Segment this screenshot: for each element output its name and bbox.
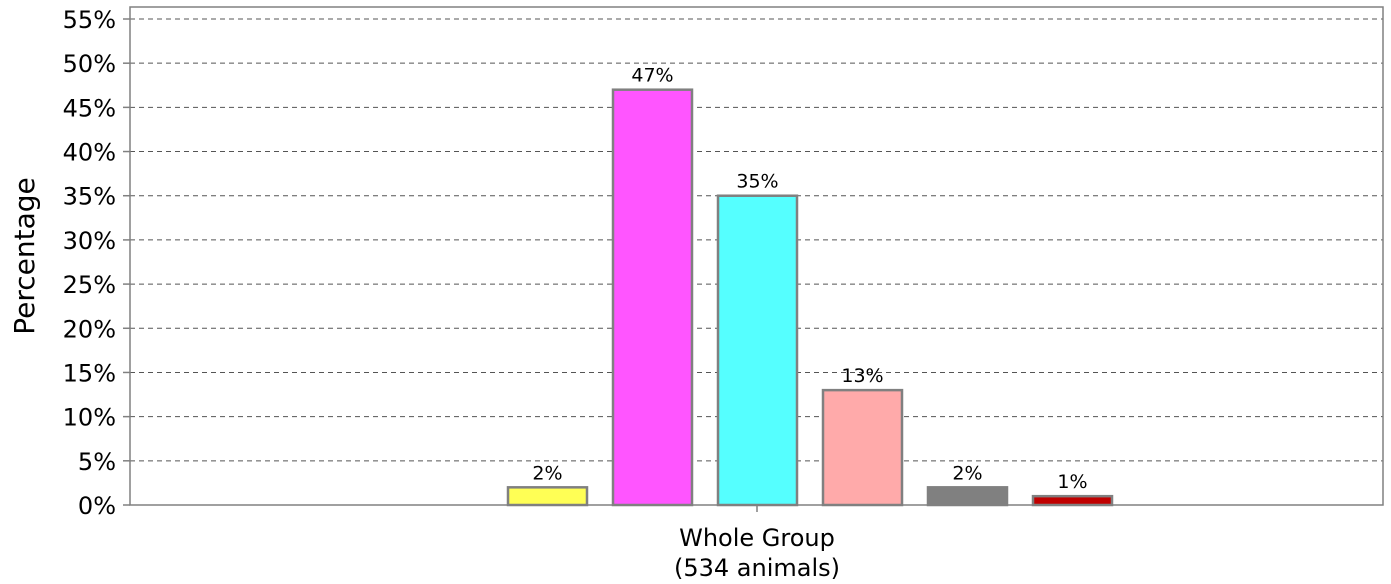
grid-lines	[130, 18, 1383, 462]
bar-2	[611, 88, 694, 507]
y-tick-label: 5%	[78, 448, 116, 476]
data-label-5: 2%	[952, 462, 982, 484]
y-tick-label: 40%	[63, 139, 116, 167]
data-label-2: 47%	[631, 65, 673, 87]
y-tick-label: 55%	[63, 6, 116, 34]
x-category-label-line2: (534 animals)	[674, 554, 840, 582]
y-axis-title: Percentage	[8, 177, 41, 335]
y-tick-label: 30%	[63, 227, 116, 255]
data-label-4: 13%	[841, 365, 883, 387]
y-axis-ticks: 0% 5% 10% 15% 20% 25% 30% 35% 40% 45% 50% 55%	[63, 6, 130, 520]
data-labels: 2% 47% 35% 13% 2% 1%	[532, 65, 1087, 493]
y-tick-label: 45%	[63, 94, 116, 122]
y-tick-label: 50%	[63, 50, 116, 78]
y-tick-label: 20%	[63, 315, 116, 343]
bar-6	[1031, 494, 1114, 507]
bar-1	[506, 486, 589, 507]
bar-5	[926, 486, 1009, 507]
y-tick-label: 10%	[63, 404, 116, 432]
x-category-label-line1: Whole Group	[679, 524, 835, 552]
y-tick-label: 0%	[78, 492, 116, 520]
y-tick-label: 25%	[63, 271, 116, 299]
bar-4	[821, 388, 904, 507]
data-label-1: 2%	[532, 462, 562, 484]
y-tick-label: 35%	[63, 183, 116, 211]
data-label-3: 35%	[736, 171, 778, 193]
bars	[506, 88, 1114, 507]
y-tick-label: 15%	[63, 359, 116, 387]
data-label-6: 1%	[1057, 471, 1087, 493]
bar-3	[716, 194, 799, 507]
